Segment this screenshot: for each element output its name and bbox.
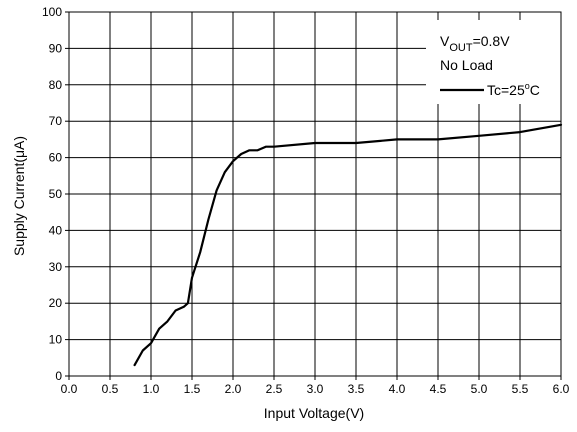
y-tick-label: 60: [49, 151, 63, 165]
x-tick-label: 2.0: [225, 382, 242, 396]
x-tick-label: 6.0: [553, 382, 570, 396]
x-tick-label: 0.5: [102, 382, 119, 396]
plot-frame: [68, 11, 562, 377]
x-tick-label: 0.0: [61, 382, 78, 396]
y-axis-title: Supply Current(μA): [11, 136, 27, 256]
x-tick-labels: 0.0 0.5 1.0 1.5 2.0 2.5 3.0 3.5 4.0 4.5 5.0 5.5 6.0: [61, 382, 570, 396]
x-tick-label: 1.5: [184, 382, 201, 396]
y-tick-label: 90: [49, 41, 63, 55]
y-tick-label: 10: [49, 333, 63, 347]
vout-subscript: OUT: [449, 42, 473, 54]
x-tick-label: 5.0: [471, 382, 488, 396]
legend-label-degree: o: [525, 81, 530, 91]
x-axis-title: Input Voltage(V): [264, 405, 364, 421]
vout-annotation: VOUT=0.8V: [440, 33, 510, 54]
legend-box: VOUT=0.8V No Load Tc=25oC: [426, 20, 562, 104]
x-tick-label: 4.0: [389, 382, 406, 396]
legend-label-prefix: Tc=25: [487, 82, 525, 98]
legend-label-tc-25c: Tc=25oC: [487, 81, 540, 98]
y-tick-label: 70: [49, 114, 63, 128]
y-tick-label: 100: [42, 5, 62, 19]
series-line-tc-25c: [133, 123, 563, 367]
legend-label-suffix: C: [530, 82, 540, 98]
y-tick-label: 20: [49, 296, 63, 310]
vout-value: =0.8V: [473, 33, 511, 49]
vout-prefix: V: [440, 33, 450, 49]
x-tick-label: 3.5: [348, 382, 365, 396]
x-tick-label: 4.5: [430, 382, 447, 396]
y-tick-label: 40: [49, 223, 63, 237]
y-tick-label: 30: [49, 260, 63, 274]
load-annotation: No Load: [440, 57, 493, 73]
x-tick-label: 3.0: [307, 382, 324, 396]
y-tick-label: 0: [55, 369, 62, 383]
x-tick-label: 2.5: [266, 382, 283, 396]
y-tick-label: 50: [49, 187, 63, 201]
x-tick-label: 1.0: [143, 382, 160, 396]
x-tick-label: 5.5: [512, 382, 529, 396]
y-tick-labels: 0 10 20 30 40 50 60 70 80 90 100: [42, 5, 62, 383]
y-tick-label: 80: [49, 78, 63, 92]
